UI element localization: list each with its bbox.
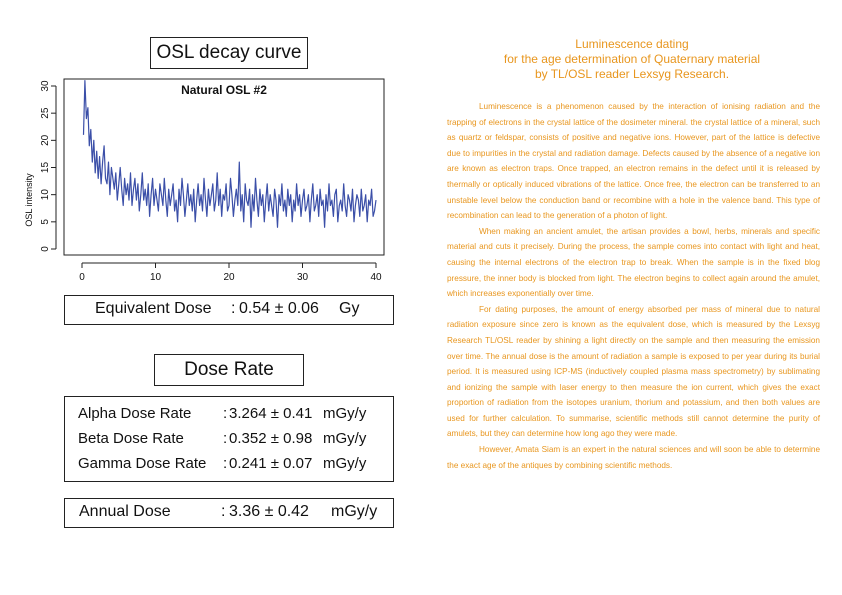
article-body: Luminescence is a phenomenon caused by t… <box>447 99 820 473</box>
article-title: Luminescence dating for the age determin… <box>440 37 824 82</box>
beta-dose-rate-label: Beta Dose Rate <box>78 430 184 447</box>
annual-dose-label: Annual Dose <box>79 503 171 520</box>
article-paragraph: For dating purposes, the amount of energ… <box>447 304 820 439</box>
dose-rate-title: Dose Rate <box>154 354 304 386</box>
dose-rates-box: Alpha Dose Rate : 3.264 ± 0.41 mGy/y Bet… <box>64 396 394 482</box>
alpha-dose-rate-unit: mGy/y <box>323 405 367 422</box>
article-paragraph: When making an ancient amulet, the artis… <box>447 226 820 299</box>
annual-dose-box: Annual Dose : 3.36 ± 0.42 mGy/y <box>64 498 394 528</box>
article-title-line-1: Luminescence dating <box>575 37 689 51</box>
beta-dose-rate-colon: : <box>223 430 228 447</box>
equivalent-dose-label: Equivalent Dose <box>95 300 212 317</box>
y-tick-label: 0 <box>40 246 51 252</box>
x-tick-label: 20 <box>223 272 235 283</box>
chart-axes: 0 5 10 15 20 25 30 0 10 20 30 40 <box>40 80 382 283</box>
x-tick-label: 0 <box>79 272 85 283</box>
y-tick-label: 5 <box>40 219 51 225</box>
alpha-dose-rate-label: Alpha Dose Rate <box>78 405 192 422</box>
annual-dose-unit: mGy/y <box>331 503 378 520</box>
article-title-line-2: for the age determination of Quaternary … <box>503 52 761 66</box>
alpha-dose-rate-value: 3.264 ± 0.41 <box>229 405 313 422</box>
gamma-dose-rate-label: Gamma Dose Rate <box>78 455 207 472</box>
equivalent-dose-value: 0.54 ± 0.06 <box>239 300 319 317</box>
x-tick-label: 10 <box>150 272 162 283</box>
osl-decay-curve-label: OSL decay curve <box>156 42 302 63</box>
beta-dose-rate-unit: mGy/y <box>323 430 367 447</box>
gamma-dose-rate-colon: : <box>223 455 228 472</box>
osl-decay-curve-title: OSL decay curve <box>150 37 308 69</box>
equivalent-dose-colon: : <box>231 300 236 317</box>
alpha-dose-rate-colon: : <box>223 405 228 422</box>
y-tick-label: 15 <box>40 162 51 174</box>
y-tick-label: 25 <box>40 107 51 119</box>
equivalent-dose-box: Equivalent Dose : 0.54 ± 0.06 Gy <box>64 295 394 325</box>
gamma-dose-rate-value: 0.241 ± 0.07 <box>229 455 313 472</box>
y-tick-label: 20 <box>40 134 51 146</box>
annual-dose-colon: : <box>221 503 226 520</box>
article-paragraph: Luminescence is a phenomenon caused by t… <box>447 102 820 221</box>
equivalent-dose-unit: Gy <box>339 300 360 317</box>
article-title-line-3: by TL/OSL reader Lexsyg Research. <box>534 67 730 81</box>
y-tick-label: 30 <box>40 80 51 92</box>
osl-decay-chart: Natural OSL #2 OSL intensity 0 5 10 15 20 25 3… <box>24 78 385 283</box>
beta-dose-rate-value: 0.352 ± 0.98 <box>229 430 313 447</box>
gamma-dose-rate-unit: mGy/y <box>323 455 367 472</box>
y-axis-label: OSL intensity <box>24 173 34 227</box>
annual-dose-value: 3.36 ± 0.42 <box>229 503 309 520</box>
dose-rate-label: Dose Rate <box>184 359 274 380</box>
plot-frame <box>63 78 385 256</box>
x-tick-label: 40 <box>370 272 382 283</box>
x-tick-label: 30 <box>297 272 309 283</box>
osl-series-line <box>82 79 377 228</box>
article-paragraph: However, Amata Siam is an expert in the … <box>447 445 820 470</box>
y-tick-label: 10 <box>40 189 51 201</box>
chart-title: Natural OSL #2 <box>181 83 267 97</box>
